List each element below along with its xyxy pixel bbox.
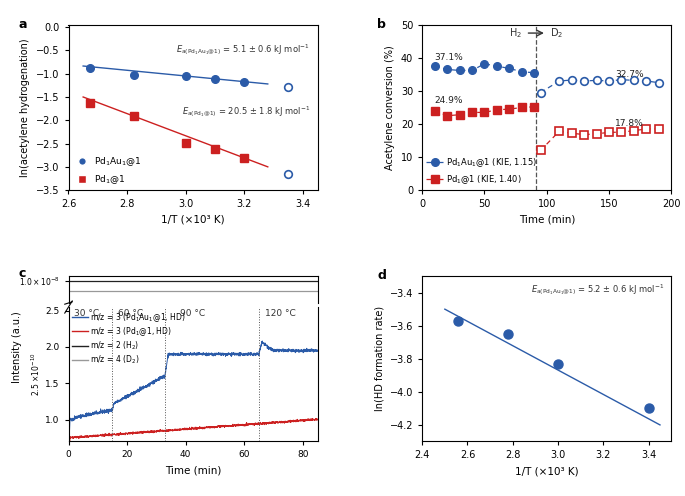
Text: b: b [377, 18, 386, 31]
Text: c: c [18, 267, 26, 280]
Text: $\it{E}_{\rm a(Pd_1@1)}$ = 20.5 ± 1.8 kJ mol$^{-1}$: $\it{E}_{\rm a(Pd_1@1)}$ = 20.5 ± 1.8 kJ… [182, 104, 310, 119]
X-axis label: 1/T (×10³ K): 1/T (×10³ K) [161, 215, 225, 225]
Legend: Pd$_1$Au$_1$@1, Pd$_1$@1: Pd$_1$Au$_1$@1, Pd$_1$@1 [73, 156, 141, 186]
Text: a: a [18, 18, 27, 31]
Text: 24.9%: 24.9% [435, 96, 463, 105]
Text: D$_2$: D$_2$ [551, 26, 564, 40]
X-axis label: 1/T (×10³ K): 1/T (×10³ K) [515, 466, 579, 476]
Text: 32.7%: 32.7% [615, 70, 644, 79]
Text: d: d [377, 269, 386, 283]
Text: 37.1%: 37.1% [435, 53, 464, 62]
Text: $\it{E}_{\rm a(Pd_1Au_1@1)}$ = 5.2 ± 0.6 kJ mol$^{-1}$: $\it{E}_{\rm a(Pd_1Au_1@1)}$ = 5.2 ± 0.6… [531, 283, 664, 297]
X-axis label: Time (min): Time (min) [165, 465, 221, 475]
Text: 60 °C: 60 °C [119, 310, 143, 318]
Text: $\it{E}_{\rm a(Pd_1Au_1@1)}$ = 5.1 ± 0.6 kJ mol$^{-1}$: $\it{E}_{\rm a(Pd_1Au_1@1)}$ = 5.1 ± 0.6… [177, 43, 310, 58]
Legend: m/z = 3 (Pd$_1$Au$_1$@1, HD), m/z = 3 (Pd$_1$@1, HD), m/z = 2 (H$_2$), m/z = 4 (: m/z = 3 (Pd$_1$Au$_1$@1, HD), m/z = 3 (P… [73, 311, 186, 366]
Text: 120 °C: 120 °C [265, 310, 296, 318]
Text: Intensity (a.u.): Intensity (a.u.) [12, 311, 22, 383]
Text: 17.8%: 17.8% [615, 119, 644, 127]
Y-axis label: ln(acetylene hydrogenation): ln(acetylene hydrogenation) [21, 38, 30, 177]
Y-axis label: 2.5 $\times 10^{-10}$: 2.5 $\times 10^{-10}$ [30, 352, 42, 396]
Y-axis label: ln(HD formation rate): ln(HD formation rate) [374, 306, 384, 411]
Legend: Pd$_1$Au$_1$@1 (KIE, 1.15), Pd$_1$@1 (KIE, 1.40): Pd$_1$Au$_1$@1 (KIE, 1.15), Pd$_1$@1 (KI… [426, 156, 536, 186]
X-axis label: Time (min): Time (min) [519, 215, 575, 225]
Y-axis label: Acetylene conversion (%): Acetylene conversion (%) [385, 45, 395, 170]
Text: H$_2$: H$_2$ [509, 26, 522, 40]
Text: 30 °C: 30 °C [75, 310, 99, 318]
Text: 90 °C: 90 °C [180, 310, 205, 318]
